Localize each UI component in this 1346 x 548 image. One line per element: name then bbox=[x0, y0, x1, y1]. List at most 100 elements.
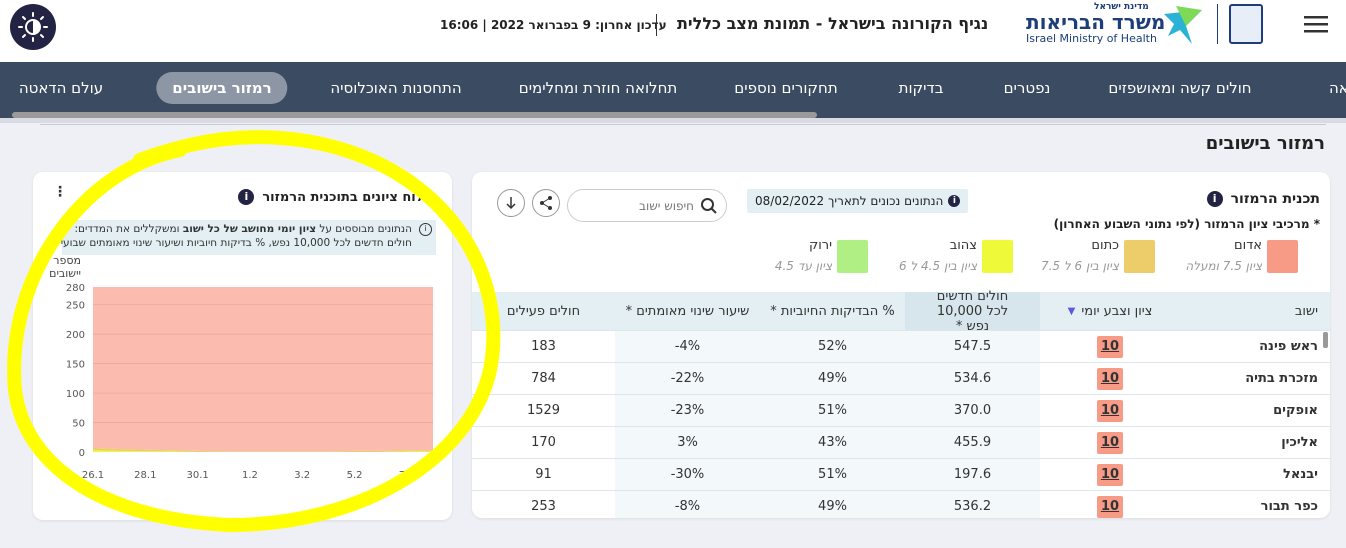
table-row[interactable]: אופקים 10 370.0 51% -23% 1529 bbox=[472, 394, 1330, 426]
cell-active-text: 253 bbox=[531, 499, 556, 514]
search-icon bbox=[701, 197, 717, 214]
legend-name-red: אדום bbox=[1234, 238, 1262, 253]
nav-item-data-world[interactable]: עולם הדאטה bbox=[18, 79, 104, 97]
cell-change-text: 3% bbox=[677, 435, 698, 450]
table-row[interactable]: מזכרת בתיה 10 534.6 49% -22% 784 bbox=[472, 362, 1330, 394]
table-scrollbar[interactable] bbox=[1323, 332, 1328, 348]
distribution-title-group: פילוח ציונים בתוכנית הרמזור i bbox=[238, 189, 436, 205]
ministry-logo[interactable]: מדינת ישראל משרד הבריאות Israel Ministry… bbox=[1024, 2, 1269, 46]
x-tick-label: 3.2 bbox=[294, 470, 310, 481]
table-row[interactable]: כפר תבור 10 536.2 49% -8% 253 bbox=[472, 490, 1330, 518]
info-icon: i bbox=[948, 195, 961, 207]
col-new-cases[interactable]: חולים חדשים לכל 10,000 נפש * bbox=[936, 288, 1009, 334]
cell-new-cases-text: 536.2 bbox=[953, 499, 992, 514]
score-badge[interactable]: 10 bbox=[1096, 336, 1124, 358]
logo-divider bbox=[1217, 4, 1218, 44]
distribution-card: ⋮ פילוח ציונים בתוכנית הרמזור i i הנתוני… bbox=[33, 172, 452, 520]
state-emblem-icon bbox=[1229, 4, 1263, 44]
y-tick-label: 100 bbox=[66, 389, 85, 400]
nav-item-investigations[interactable]: תחקורים נוספים bbox=[734, 79, 838, 97]
nav-item-severe[interactable]: חולים קשה ומאושפזים bbox=[1108, 79, 1252, 97]
cell-new-cases: 536.2 bbox=[905, 491, 1040, 518]
x-tick-label: 26.1 bbox=[82, 470, 104, 481]
legend-name-yellow: צהוב bbox=[949, 238, 977, 253]
score-badge[interactable]: 10 bbox=[1096, 432, 1124, 454]
sun-icon bbox=[18, 12, 48, 42]
cell-change: -4% bbox=[615, 331, 760, 363]
cell-change-text: -4% bbox=[674, 339, 701, 354]
col-score-label: ציון וצבע יומי bbox=[1081, 303, 1153, 319]
traffic-light-title-group: תכנית הרמזור i bbox=[1206, 191, 1320, 207]
cell-city: אליכין bbox=[1180, 427, 1330, 459]
x-tick-label: 7.2 bbox=[399, 470, 415, 481]
cell-city-text: אופקים bbox=[1273, 403, 1318, 418]
score-badge[interactable]: 10 bbox=[1096, 368, 1124, 390]
cell-change: -30% bbox=[615, 459, 760, 491]
cell-change-text: -23% bbox=[670, 403, 705, 418]
score-badge[interactable]: 10 bbox=[1096, 400, 1124, 422]
cell-positive: 51% bbox=[760, 459, 905, 491]
section-title: רמזור בישובים bbox=[1205, 133, 1325, 154]
cell-positive: 52% bbox=[760, 331, 905, 363]
col-city[interactable]: ישוב bbox=[1294, 303, 1318, 319]
note-text: ומשקללים את המדדים: bbox=[74, 223, 183, 235]
legend-desc-yellow: ציון בין 4.5 ל 6 bbox=[898, 259, 977, 273]
y-tick-label: 280 bbox=[66, 283, 85, 294]
legend-swatch-orange bbox=[1124, 240, 1155, 273]
note-text: הנתונים מבוססים על bbox=[316, 223, 412, 235]
cell-city-text: מזכרת בתיה bbox=[1245, 371, 1318, 386]
col-change[interactable]: שיעור שינוי מאומתים * bbox=[625, 303, 750, 319]
score-badge[interactable]: 10 bbox=[1096, 464, 1124, 486]
cell-active-text: 170 bbox=[531, 435, 556, 450]
download-button[interactable] bbox=[497, 189, 525, 217]
score-badge[interactable]: 10 bbox=[1096, 496, 1124, 518]
nav-scrollbar-thumb[interactable] bbox=[12, 112, 817, 118]
legend-desc-green: ציון עד 4.5 bbox=[774, 259, 832, 273]
nav-item-morbidity[interactable]: תחלואה bbox=[1328, 79, 1346, 97]
cell-new-cases-text: 534.6 bbox=[953, 371, 992, 386]
nav-item-vaccination[interactable]: התחסנות האוכלוסיה bbox=[330, 79, 462, 97]
cell-active-text: 1529 bbox=[526, 403, 561, 418]
logo-hebrew: משרד הבריאות bbox=[1026, 10, 1166, 34]
y-tick-label: 50 bbox=[72, 419, 85, 430]
cell-active-text: 784 bbox=[531, 371, 556, 386]
theme-toggle-button[interactable] bbox=[10, 4, 56, 50]
info-icon[interactable]: i bbox=[238, 189, 255, 205]
more-options-button[interactable]: ⋮ bbox=[53, 184, 67, 200]
sort-desc-icon[interactable]: ▼ bbox=[1067, 305, 1076, 317]
cell-score: 10 bbox=[1040, 427, 1180, 459]
col-active[interactable]: חולים פעילים bbox=[506, 303, 581, 319]
cell-change-text: -22% bbox=[670, 371, 705, 386]
share-button[interactable] bbox=[532, 189, 560, 217]
nav-item-reinfection[interactable]: תחלואה חוזרת ומחלימים bbox=[518, 79, 678, 97]
page-title: נגיף הקורונה בישראל - תמונת מצב כללית bbox=[677, 14, 989, 33]
y-tick-label: 250 bbox=[66, 301, 85, 312]
area-series-3 bbox=[93, 287, 433, 452]
table-row[interactable]: יבנאל 10 197.6 51% -30% 91 bbox=[472, 458, 1330, 490]
date-note-text: הנתונים נכונים לתאריך 08/02/2022 bbox=[755, 194, 944, 208]
nav-item-deaths[interactable]: נפטרים bbox=[1003, 79, 1051, 97]
table-row[interactable]: אליכין 10 455.9 43% 3% 170 bbox=[472, 426, 1330, 458]
y-tick-label: 150 bbox=[66, 360, 85, 371]
info-icon[interactable]: i bbox=[1206, 191, 1223, 207]
cell-city: מזכרת בתיה bbox=[1180, 363, 1330, 395]
header-highlight bbox=[905, 292, 1040, 330]
logo-hebrew-small: מדינת ישראל bbox=[1094, 2, 1149, 12]
cell-positive-text: 43% bbox=[818, 435, 847, 450]
legend-swatch-yellow bbox=[982, 240, 1013, 273]
search-placeholder: חיפוש ישוב bbox=[639, 198, 694, 213]
logo-star-icon bbox=[1164, 6, 1202, 44]
table-row[interactable]: ראש פינה 10 547.5 52% -4% 183 bbox=[472, 330, 1330, 362]
nav-item-traffic-light[interactable]: רמזור בישובים bbox=[156, 72, 288, 104]
search-input[interactable]: חיפוש ישוב bbox=[567, 189, 727, 222]
cell-change: -22% bbox=[615, 363, 760, 395]
col-positive[interactable]: % הבדיקות החיוביות * bbox=[770, 303, 895, 319]
last-update: עדכון אחרון: 9 בפברואר 2022 | 16:06 bbox=[440, 18, 667, 32]
cell-active: 1529 bbox=[472, 395, 615, 427]
nav-item-tests[interactable]: בדיקות bbox=[898, 79, 944, 97]
cell-active: 170 bbox=[472, 427, 615, 459]
col-score[interactable]: ציון וצבע יומי ▼ bbox=[1040, 292, 1180, 330]
cell-new-cases: 534.6 bbox=[905, 363, 1040, 395]
cell-positive-text: 51% bbox=[818, 467, 847, 482]
hamburger-menu-button[interactable] bbox=[1304, 14, 1328, 34]
